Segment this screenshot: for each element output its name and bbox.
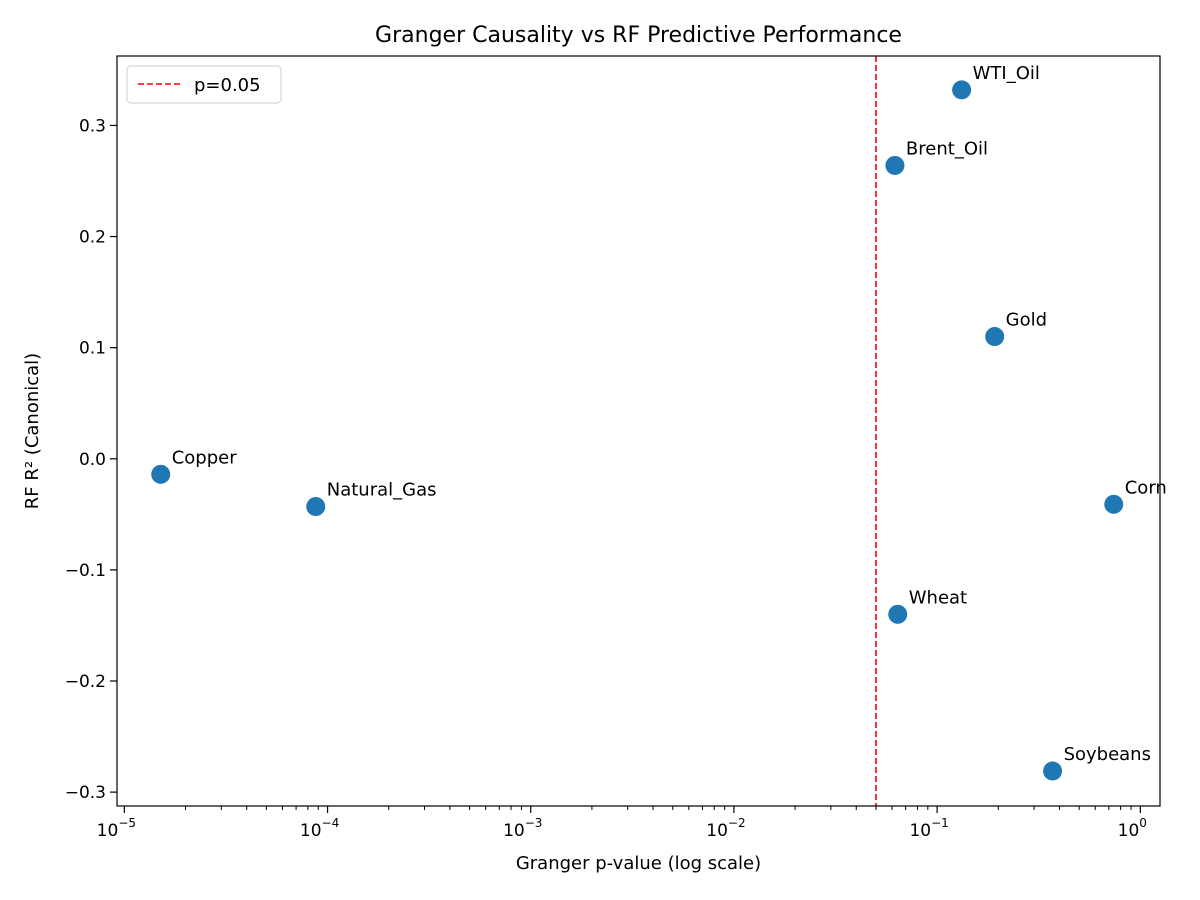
point-label: Natural_Gas [327, 480, 437, 501]
points-layer [151, 80, 1124, 781]
point-label: Brent_Oil [906, 138, 988, 159]
y-tick-label: 0.0 [79, 450, 106, 470]
chart-title: Granger Causality vs RF Predictive Perfo… [375, 23, 902, 48]
y-tick-label: 0.2 [79, 228, 106, 248]
x-tick-label: 10−5 [97, 816, 136, 841]
data-point [885, 155, 905, 175]
point-label: Gold [1006, 310, 1047, 331]
y-axis-ticks: 0.3 0.2 0.1 0.0 −0.1 −0.2 −0.3 [65, 116, 117, 803]
legend-box [126, 65, 282, 104]
data-point [1043, 761, 1063, 781]
x-axis-ticks: 10−5 10−4 10−3 10−2 10−1 100 [97, 806, 1147, 841]
data-point [151, 464, 171, 484]
y-tick-label: 0.1 [79, 339, 106, 359]
data-point [888, 604, 908, 624]
y-tick-label: −0.1 [65, 561, 106, 581]
y-tick-label: 0.3 [79, 116, 106, 136]
legend-label: p=0.05 [194, 75, 261, 96]
data-point [985, 327, 1005, 347]
x-tick-label: 10−3 [503, 816, 542, 841]
point-label: Soybeans [1064, 744, 1151, 765]
plot-area [117, 56, 1160, 806]
legend: p=0.05 [126, 65, 282, 104]
point-label: Corn [1125, 477, 1167, 498]
plot-frame [116, 55, 1161, 807]
y-tick-label: −0.2 [65, 672, 106, 692]
y-axis-label: RF R² (Canonical) [22, 353, 43, 509]
point-label: Wheat [909, 587, 967, 608]
point-labels-layer: WTI_Oil Brent_Oil Gold Copper Natural_Gas Cor… [172, 63, 1167, 765]
y-tick-label: −0.3 [65, 783, 106, 803]
x-tick-label: 10−4 [300, 816, 339, 841]
data-point [1104, 494, 1124, 514]
point-label: Copper [172, 447, 238, 468]
x-tick-label: 10−1 [909, 816, 948, 841]
point-label: WTI_Oil [973, 63, 1040, 84]
data-point [306, 497, 326, 517]
x-axis-label: Granger p-value (log scale) [516, 853, 761, 874]
x-tick-label: 100 [1118, 816, 1147, 841]
data-point [952, 80, 972, 100]
x-tick-label: 10−2 [706, 816, 745, 841]
